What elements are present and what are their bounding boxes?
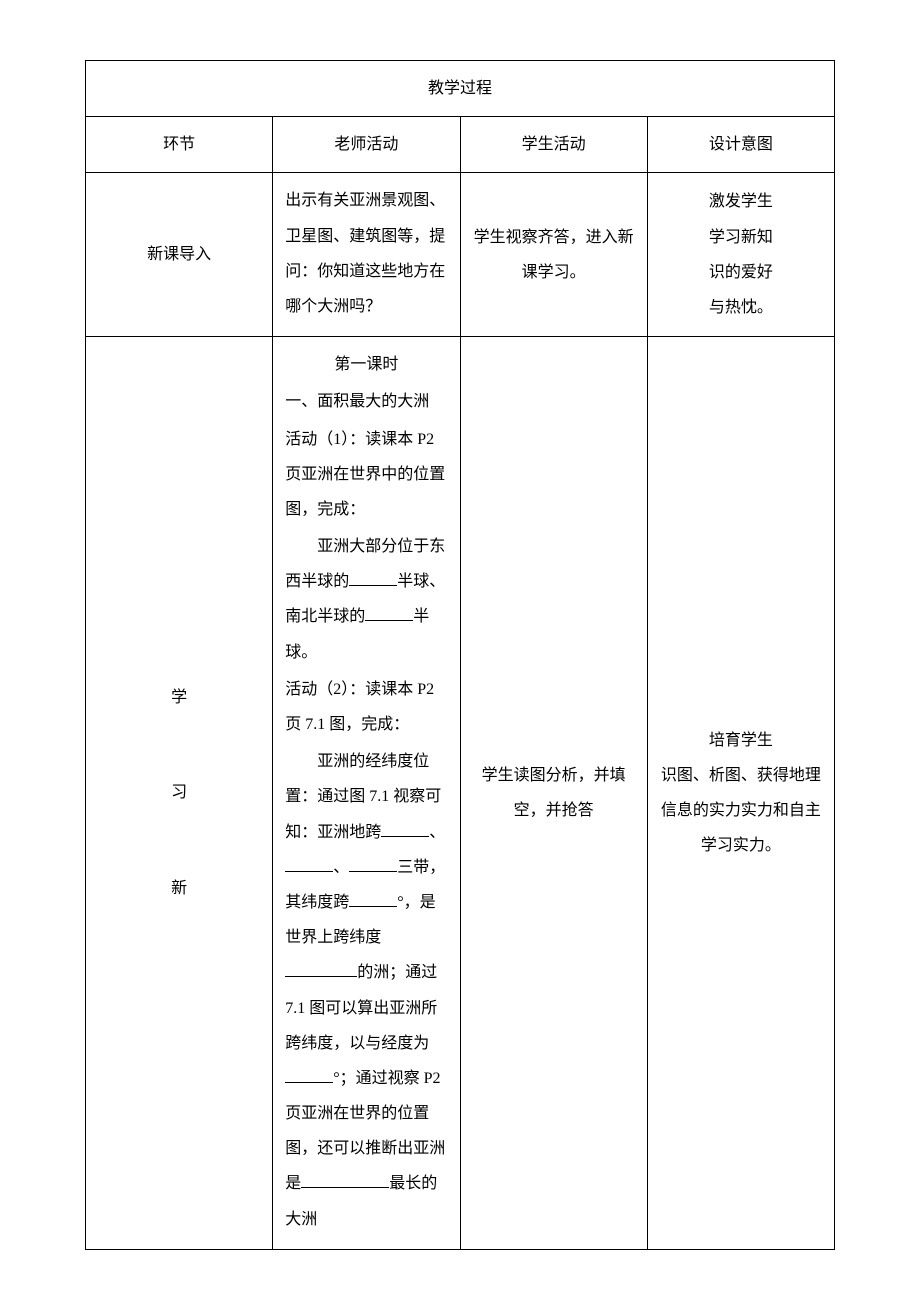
act2-p1c: 、 — [333, 859, 349, 876]
blank-5 — [349, 856, 397, 872]
teacher-lesson: 第一课时 一、面积最大的大洲 活动（1）：读课本 P2 页亚洲在世界中的位置图，… — [273, 337, 460, 1250]
blank-7 — [285, 961, 357, 977]
activity2-label: 活动（2）：读课本 P2 页 7.1 图，完成： — [285, 672, 447, 742]
column-header-row: 环节 老师活动 学生活动 设计意图 — [86, 117, 835, 173]
blank-4 — [285, 856, 333, 872]
design-intro-l3: 识的爱好 — [656, 255, 826, 290]
design-lesson-l1: 培育学生 — [656, 723, 826, 758]
blank-1 — [349, 570, 397, 586]
blank-2 — [365, 605, 413, 621]
design-intro: 激发学生 学习新知 识的爱好 与热忱。 — [647, 173, 834, 337]
activity2-body: 亚洲的经纬度位置：通过图 7.1 视察可知：亚洲地跨、、三带，其纬度跨°，是世界… — [285, 744, 447, 1237]
blank-3 — [381, 821, 429, 837]
design-lesson-l2: 识图、析图、获得地理信息的实力实力和自主学习实力。 — [656, 758, 826, 864]
section-lesson-c3: 新 — [94, 871, 264, 906]
lesson-title: 第一课时 — [285, 347, 447, 382]
section-intro: 新课导入 — [86, 173, 273, 337]
section-lesson-c2: 习 — [94, 775, 264, 810]
blank-6 — [349, 891, 397, 907]
table-title: 教学过程 — [86, 61, 835, 117]
header-student: 学生活动 — [460, 117, 647, 173]
design-lesson: 培育学生 识图、析图、获得地理信息的实力实力和自主学习实力。 — [647, 337, 834, 1250]
act2-p1f: 的洲；通过 7.1 图可以算出亚洲所跨纬度，以与经度为 — [285, 964, 437, 1051]
student-lesson: 学生读图分析，并填空，并抢答 — [460, 337, 647, 1250]
section-intro-text: 新课导入 — [94, 237, 264, 272]
header-section: 环节 — [86, 117, 273, 173]
lesson-plan-table: 教学过程 环节 老师活动 学生活动 设计意图 新课导入 出示有关亚洲景观图、卫星… — [85, 60, 835, 1250]
student-intro: 学生视察齐答，进入新课学习。 — [460, 173, 647, 337]
section-lesson-c1: 学 — [94, 680, 264, 715]
title-row: 教学过程 — [86, 61, 835, 117]
header-design: 设计意图 — [647, 117, 834, 173]
teacher-intro-text: 出示有关亚洲景观图、卫星图、建筑图等，提问：你知道这些地方在哪个大洲吗？ — [285, 183, 447, 324]
row-lesson: 学 习 新 第一课时 一、面积最大的大洲 活动（1）：读课本 P2 页亚洲在世界… — [86, 337, 835, 1250]
design-intro-l4: 与热忱。 — [656, 290, 826, 325]
activity1-label: 活动（1）：读课本 P2 页亚洲在世界中的位置图，完成： — [285, 422, 447, 528]
blank-9 — [301, 1172, 389, 1188]
teacher-intro: 出示有关亚洲景观图、卫星图、建筑图等，提问：你知道这些地方在哪个大洲吗？ — [273, 173, 460, 337]
row-intro: 新课导入 出示有关亚洲景观图、卫星图、建筑图等，提问：你知道这些地方在哪个大洲吗… — [86, 173, 835, 337]
header-teacher: 老师活动 — [273, 117, 460, 173]
design-intro-l1: 激发学生 — [656, 184, 826, 219]
activity1-body: 亚洲大部分位于东西半球的半球、南北半球的半球。 — [285, 529, 447, 670]
design-intro-l2: 学习新知 — [656, 220, 826, 255]
blank-8 — [285, 1067, 333, 1083]
section-lesson: 学 习 新 — [86, 337, 273, 1250]
lesson-h1: 一、面积最大的大洲 — [285, 384, 447, 419]
act2-p1b: 、 — [429, 824, 445, 841]
